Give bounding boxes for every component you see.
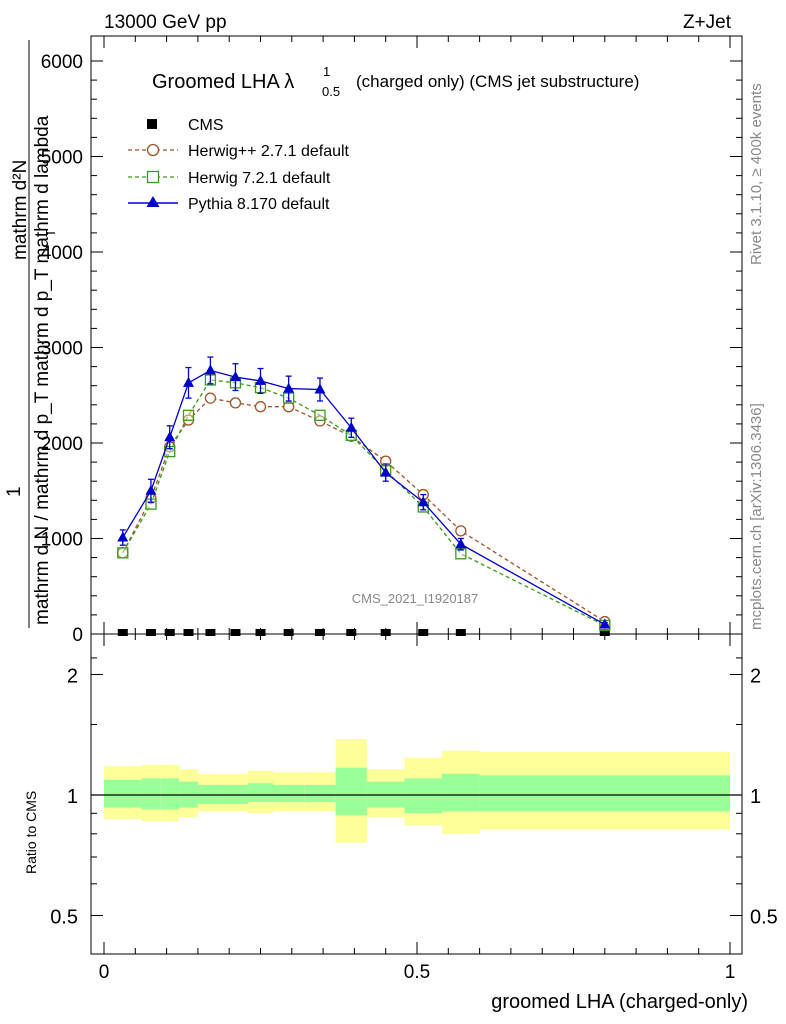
pythia-data-point xyxy=(204,364,216,375)
legend-cms-marker xyxy=(147,119,157,129)
pythia-data-point xyxy=(380,466,392,477)
ratio-band-inner xyxy=(160,778,180,810)
ratio-bands xyxy=(104,739,730,843)
pythia-data-point xyxy=(183,376,195,387)
legend-herwigpp-marker xyxy=(146,143,160,157)
cms-data-point xyxy=(346,629,357,636)
pythia-data-point xyxy=(417,496,429,507)
ratio-band-inner xyxy=(197,784,223,804)
legend: CMS Herwig++ 2.7.1 default Herwig 7.2.1 … xyxy=(128,117,350,213)
pythia-data-point xyxy=(145,484,157,495)
pythia-data-point xyxy=(164,431,176,442)
y-label-denominator: mathrm d N / mathrm d p_T mathrm d p_T m… xyxy=(32,115,53,625)
pythia-data-point xyxy=(599,618,611,629)
series-line xyxy=(122,397,606,623)
cms-data-point xyxy=(314,629,325,636)
main-y-ticks: 0 1000 2000 3000 4000 5000 6000 xyxy=(41,52,742,646)
main-y-tick-label: 1000 xyxy=(41,530,83,551)
pythia-data-point xyxy=(455,538,467,549)
herwigpp-data-point xyxy=(254,401,267,413)
herwigpp-data-point xyxy=(283,401,295,413)
main-y-tick-label: 0 xyxy=(72,625,83,646)
herwigpp-data-point xyxy=(204,392,217,404)
ratio-y-ticks: 0.5 0.5 1 1 2 2 xyxy=(50,657,778,929)
series-line xyxy=(122,379,606,626)
legend-herwig7-marker xyxy=(146,170,160,184)
ratio-band-inner xyxy=(273,784,305,803)
ratio-band-inner xyxy=(304,784,336,803)
herwigpp-data-point xyxy=(455,525,467,537)
ratio-band-inner xyxy=(335,767,367,816)
plot-title-rest: (charged only) (CMS jet substructure) xyxy=(356,72,639,91)
ratio-band-inner xyxy=(404,778,443,814)
cms-data-point xyxy=(380,629,391,636)
herwigpp-data-point xyxy=(229,397,242,409)
mcplots-label: mcplots.cern.ch [arXiv:1306.3436] xyxy=(748,403,765,630)
plot-title-sub: 0.5 xyxy=(322,84,340,99)
rivet-label: Rivet 3.1.10, ≥ 400k events xyxy=(748,83,765,265)
ratio-y-tick-label-right: 2 xyxy=(750,666,761,688)
main-y-tick-label: 5000 xyxy=(41,148,83,169)
cms-data-point xyxy=(599,629,610,636)
ratio-y-axis-label: Ratio to CMS xyxy=(23,791,39,874)
herwig7-data-point xyxy=(117,547,129,559)
main-y-axis-label: mathrm d²N 1 mathrm d N / mathrm d p_T m… xyxy=(4,40,58,628)
cms-data-point xyxy=(418,629,429,636)
ratio-band-inner xyxy=(104,780,142,808)
cms-data-point xyxy=(230,629,241,636)
pythia-data-point xyxy=(117,531,129,542)
main-y-tick-label: 6000 xyxy=(41,52,83,73)
cms-data-point xyxy=(205,629,216,636)
main-y-tick-label: 2000 xyxy=(41,434,83,455)
x-tick-label: 1 xyxy=(725,962,736,983)
cms-data-point xyxy=(455,629,466,636)
cms-data-point xyxy=(283,629,294,636)
ratio-y-tick-label: 1 xyxy=(67,786,78,808)
pythia-data-point xyxy=(345,421,357,432)
series-group xyxy=(117,356,611,636)
pythia-data-point xyxy=(229,371,241,382)
series-line xyxy=(122,369,606,626)
x-axis-label: groomed LHA (charged-only) xyxy=(491,991,748,1013)
main-y-tick-label: 3000 xyxy=(41,339,83,360)
pythia-data-point xyxy=(255,374,266,385)
ratio-band-inner xyxy=(479,775,730,812)
ratio-band-inner xyxy=(247,783,274,803)
plot-title-sup: 1 xyxy=(323,64,330,79)
cms-data-point xyxy=(183,629,194,636)
plot-title-main: Groomed LHA λ xyxy=(152,71,294,93)
cms-data-point xyxy=(145,629,156,636)
y-label-numerator: mathrm d²N xyxy=(10,160,31,260)
pythia-data-point xyxy=(314,383,326,394)
x-tick-label: 0.5 xyxy=(404,962,430,983)
ratio-band-inner xyxy=(442,773,480,812)
herwig7-data-point xyxy=(182,409,195,421)
y-label-one: 1 xyxy=(4,486,25,497)
x-tick-label: 0 xyxy=(99,962,110,983)
ratio-band-inner xyxy=(222,784,248,804)
legend-herwigpp-label: Herwig++ 2.7.1 default xyxy=(188,143,350,160)
ratio-y-tick-label-right: 0.5 xyxy=(750,907,778,929)
legend-pythia-label: Pythia 8.170 default xyxy=(188,196,330,213)
pythia-data-point xyxy=(283,382,295,393)
cms-data-point xyxy=(117,629,128,636)
process-label: Z+Jet xyxy=(683,12,732,33)
legend-cms-label: CMS xyxy=(188,117,224,134)
ratio-y-tick-label: 0.5 xyxy=(50,907,78,929)
ratio-y-tick-label-right: 1 xyxy=(750,786,761,808)
main-y-tick-label: 4000 xyxy=(41,243,83,264)
cms-data-point xyxy=(164,629,175,636)
legend-pythia-marker xyxy=(146,196,160,207)
y-label-sub-t: T xyxy=(43,229,58,237)
ratio-y-tick-label: 2 xyxy=(67,666,78,688)
ratio-band-inner xyxy=(141,778,161,810)
legend-herwig7-label: Herwig 7.2.1 default xyxy=(188,170,331,187)
energy-label: 13000 GeV pp xyxy=(104,12,227,33)
herwig7-data-point xyxy=(314,409,326,421)
analysis-label: CMS_2021_I1920187 xyxy=(352,591,479,606)
cms-data-point xyxy=(255,629,266,636)
